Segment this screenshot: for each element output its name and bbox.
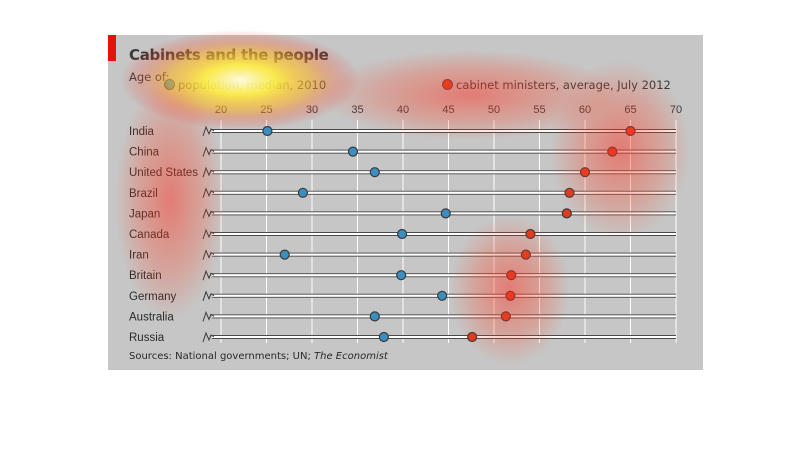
cabinet-dot-china xyxy=(607,146,618,157)
x-tick-label-45: 45 xyxy=(442,104,454,116)
x-tick-label-20: 20 xyxy=(215,104,227,116)
row-label-china: China xyxy=(129,147,160,159)
source-text: Sources: National governments; UN; xyxy=(129,351,315,362)
cabinet-dot-japan xyxy=(561,208,572,219)
cabinet-dot-brazil xyxy=(564,187,575,198)
row-label-russia: Russia xyxy=(129,332,165,344)
row-label-japan: Japan xyxy=(129,208,160,220)
cabinet-dot-united-states xyxy=(579,167,591,178)
brand-tab xyxy=(108,35,116,61)
row-label-united-states: United States xyxy=(129,167,198,179)
median-dot-india xyxy=(262,125,273,137)
chart-source: Sources: National governments; UN; The E… xyxy=(129,351,388,362)
cabinet-dot-india xyxy=(625,125,636,137)
x-tick-label-70: 70 xyxy=(670,104,682,116)
x-tick-label-60: 60 xyxy=(579,104,591,116)
median-dot-brazil xyxy=(297,187,308,198)
cabinet-dot-australia xyxy=(500,311,511,322)
row-label-britain: Britain xyxy=(129,270,162,282)
median-dot-canada xyxy=(396,228,408,240)
x-tick-label-65: 65 xyxy=(624,104,636,116)
median-dot-germany xyxy=(437,290,448,301)
cabinet-dot-canada xyxy=(525,228,536,240)
axis-break-russia xyxy=(202,331,215,343)
row-label-germany: Germany xyxy=(129,291,177,303)
x-tick-label-35: 35 xyxy=(351,104,363,116)
median-dot-united-states xyxy=(369,167,380,178)
x-tick-label-30: 30 xyxy=(306,104,318,116)
x-tick-label-25: 25 xyxy=(260,104,272,116)
source-publication: The Economist xyxy=(314,351,388,362)
median-dot-china xyxy=(347,146,359,157)
cabinet-dot-russia xyxy=(467,331,478,343)
row-label-australia: Australia xyxy=(129,311,174,323)
median-dot-iran xyxy=(279,249,290,260)
median-dot-britain xyxy=(396,270,407,281)
row-label-iran: Iran xyxy=(129,250,149,262)
x-tick-label-40: 40 xyxy=(397,104,409,116)
cabinet-dot-britain xyxy=(506,270,517,281)
row-label-brazil: Brazil xyxy=(129,188,158,200)
row-label-india: India xyxy=(129,126,155,138)
x-tick-label-55: 55 xyxy=(533,104,545,116)
cabinet-dot-germany xyxy=(505,290,516,301)
cabinet-dot-iran xyxy=(520,249,531,260)
median-dot-russia xyxy=(378,331,389,343)
median-dot-australia xyxy=(369,311,380,322)
row-label-canada: Canada xyxy=(129,229,170,241)
median-dot-japan xyxy=(440,208,451,219)
x-tick-label-50: 50 xyxy=(488,104,500,116)
